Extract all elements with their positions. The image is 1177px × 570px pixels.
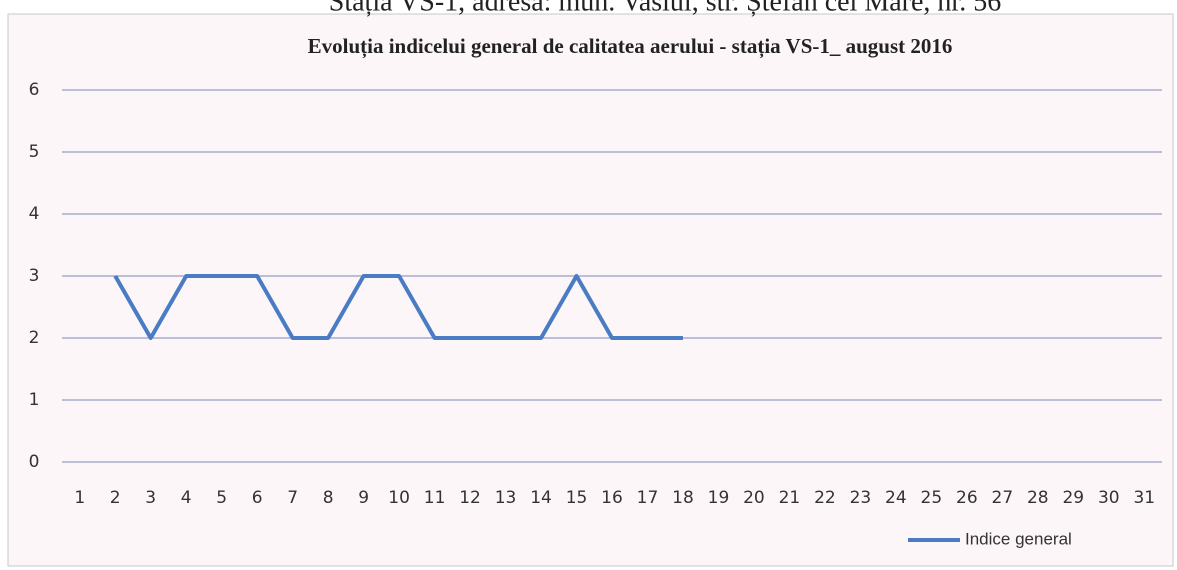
- x-tick-label: 6: [252, 488, 263, 508]
- x-tick-label: 9: [358, 488, 369, 508]
- x-tick-label: 30: [1098, 488, 1120, 508]
- x-tick-label: 21: [779, 488, 801, 508]
- chart-frame: [7, 13, 1174, 567]
- legend-label: Indice general: [965, 529, 1072, 548]
- page-heading: Stația VS-1, adresa: mun. Vaslui, str. Ș…: [329, 0, 1001, 17]
- x-tick-label: 13: [495, 488, 517, 508]
- chart-title: Evoluția indicelui general de calitatea …: [308, 34, 953, 59]
- y-tick-label: 1: [29, 390, 40, 410]
- x-tick-label: 15: [566, 488, 588, 508]
- x-tick-label: 14: [530, 488, 552, 508]
- y-tick-label: 0: [29, 452, 40, 472]
- x-tick-label: 24: [885, 488, 907, 508]
- x-tick-label: 8: [323, 488, 334, 508]
- x-tick-label: 3: [145, 488, 156, 508]
- x-tick-label: 22: [814, 488, 836, 508]
- x-tick-label: 18: [672, 488, 694, 508]
- x-tick-label: 5: [216, 488, 227, 508]
- data-line: [113, 274, 683, 340]
- x-tick-label: 28: [1027, 488, 1049, 508]
- x-tick-label: 4: [181, 488, 192, 508]
- x-tick-label: 2: [110, 488, 121, 508]
- y-tick-label: 4: [29, 204, 40, 224]
- y-tick-label: 2: [29, 328, 40, 348]
- x-tick-label: 12: [459, 488, 481, 508]
- x-tick-label: 26: [956, 488, 978, 508]
- x-tick-label: 19: [708, 488, 730, 508]
- x-tick-label: 20: [743, 488, 765, 508]
- x-tick-label: 17: [637, 488, 659, 508]
- x-tick-label: 23: [850, 488, 872, 508]
- x-tick-label: 29: [1062, 488, 1084, 508]
- x-tick-label: 1: [74, 488, 85, 508]
- x-tick-label: 11: [424, 488, 446, 508]
- x-tick-label: 27: [992, 488, 1014, 508]
- x-tick-label: 31: [1133, 488, 1155, 508]
- x-tick-label: 10: [388, 488, 410, 508]
- x-tick-label: 25: [921, 488, 943, 508]
- x-tick-label: 16: [601, 488, 623, 508]
- y-tick-label: 3: [29, 266, 40, 286]
- y-tick-label: 5: [29, 142, 40, 162]
- x-tick-label: 7: [287, 488, 298, 508]
- y-tick-label: 6: [29, 80, 40, 100]
